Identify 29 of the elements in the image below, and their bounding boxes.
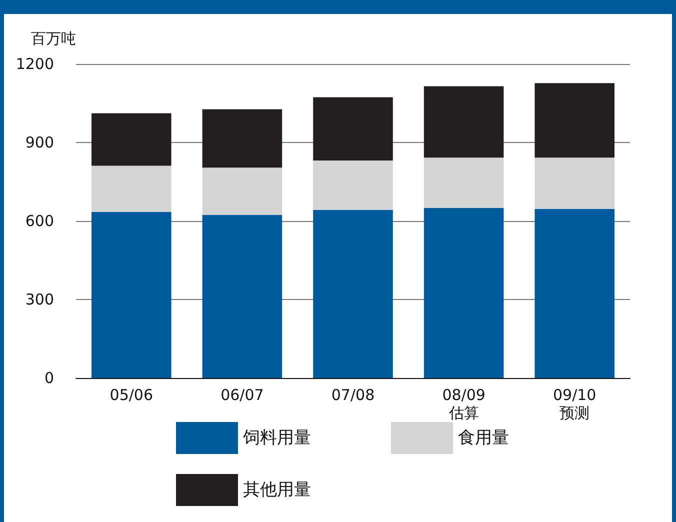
bar [202, 109, 282, 168]
x-tick-label: 08/09 估算 [442, 386, 486, 422]
x-tick-label: 06/07 [220, 386, 264, 404]
bar [92, 166, 172, 212]
bar [534, 83, 614, 158]
y-tick-label: 300 [25, 290, 54, 308]
legend-label: 食用量 [458, 428, 509, 448]
x-tick-label: 09/10 预测 [552, 386, 596, 422]
y-tick-label: 0 [44, 369, 54, 387]
bar [92, 113, 172, 166]
y-tick-label: 1200 [16, 55, 54, 73]
legend-label: 其他用量 [243, 480, 311, 500]
bar [313, 210, 393, 378]
bar [424, 208, 504, 378]
bar [202, 214, 282, 378]
bar [92, 212, 172, 378]
y-tick-label: 600 [25, 212, 54, 230]
bar [534, 208, 614, 378]
bar [424, 86, 504, 158]
legend-label: 饲料用量 [242, 428, 311, 448]
x-tick-label: 07/08 [331, 386, 375, 404]
bar [313, 160, 393, 210]
bar [424, 158, 504, 208]
y-tick-label: 900 [25, 134, 54, 152]
bar [534, 158, 614, 209]
x-tick-label: 05/06 [110, 386, 154, 404]
bar [313, 97, 393, 161]
y-axis-title: 百万吨 [31, 30, 76, 48]
bar [202, 168, 282, 215]
